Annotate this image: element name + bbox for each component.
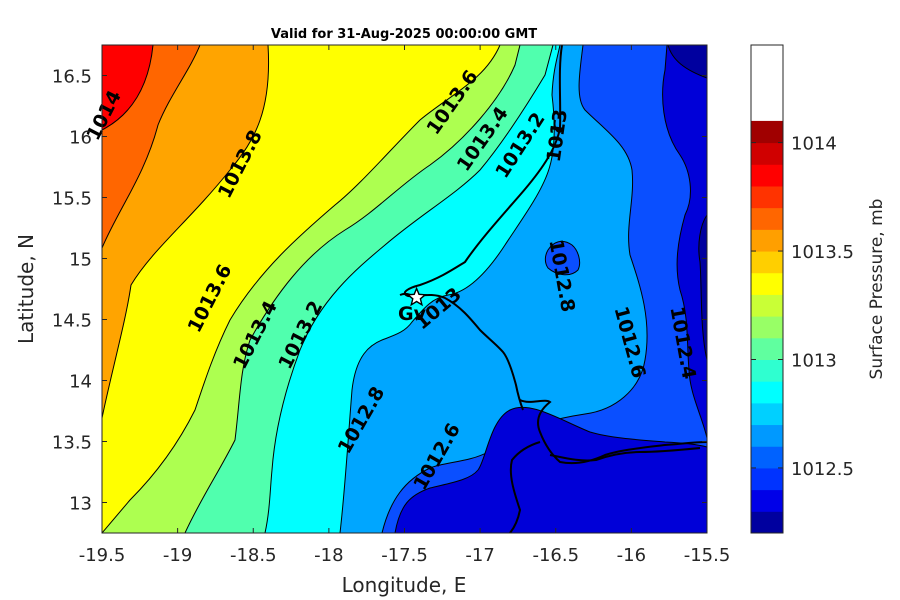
x-tick-label: -16.5 (532, 545, 579, 566)
chart-title: Valid for 31-Aug-2025 00:00:00 GMT (271, 27, 537, 42)
coastline-casamance (509, 441, 541, 533)
x-axis: -19.5 -19 -18.5 -18 -17.5 -17 -16.5 -16 -15.5 (79, 45, 731, 566)
y-tick-label: 13 (69, 494, 92, 515)
colorbar: 1014 1013.5 1013 1012.5 (750, 44, 854, 534)
colorbar-segment (751, 272, 783, 295)
pressure-band-1012-6-blob (544, 240, 581, 276)
x-tick-label: -17 (465, 545, 494, 566)
colorbar-segment (751, 229, 783, 252)
pressure-band-1012-4 (662, 45, 707, 533)
colorbar-segment (751, 446, 783, 469)
y-tick-label: 15.5 (52, 189, 92, 210)
colorbar-segment (751, 185, 783, 209)
colorbar-segment (751, 142, 783, 165)
colorbar-segment (751, 489, 783, 512)
star-icon (406, 286, 427, 307)
y-tick-label: 13.5 (52, 433, 92, 454)
colorbar-segment (751, 316, 783, 339)
y-tick-label: 14.5 (52, 311, 92, 332)
pressure-band-1012-6 (381, 45, 707, 533)
y-tick-label: 16.5 (52, 67, 92, 88)
colorbar-segment (751, 337, 783, 360)
colorbar-segment (751, 424, 783, 447)
colorbar-tick-label: 1013 (791, 350, 837, 371)
colorbar-segment (751, 164, 783, 187)
x-tick-label: -19.5 (79, 545, 126, 566)
coastline-north-river (553, 119, 564, 133)
y-tick-label: 16 (69, 128, 92, 149)
x-tick-label: -16 (617, 545, 646, 566)
y-axis-label: Latitude, N (14, 234, 38, 344)
station-label: Gv (398, 303, 427, 325)
x-tick-label: -15.5 (684, 545, 731, 566)
colorbar-segment (751, 207, 783, 230)
colorbar-segment (751, 359, 783, 382)
colorbar-segment (751, 402, 783, 426)
colorbar-segment (751, 467, 783, 491)
x-tick-label: -19 (163, 545, 192, 566)
x-tick-label: -18.5 (230, 545, 277, 566)
colorbar-tick-label: 1014 (791, 134, 837, 155)
colorbar-segment (751, 251, 783, 274)
colorbar-frame (750, 44, 784, 534)
colorbar-tick-label: 1013.5 (791, 242, 854, 263)
pressure-contour-field (102, 45, 707, 533)
y-tick-label: 15 (69, 250, 92, 271)
pressure-band-1012-2 (667, 45, 707, 361)
x-tick-label: -18 (314, 545, 343, 566)
colorbar-tick-label: 1012.5 (791, 459, 854, 480)
colorbar-segment (751, 120, 783, 144)
colorbar-segment (751, 294, 783, 317)
coastline-senegal-south (519, 399, 707, 465)
coastline (399, 45, 707, 533)
colorbar-label: Surface Pressure, mb (867, 199, 887, 380)
colorbar-segment (751, 511, 783, 534)
y-axis: 16.5 16 15.5 15 14.5 14 13.5 13 (52, 67, 707, 515)
station-marker: Gv (398, 286, 427, 325)
y-tick-label: 14 (69, 372, 92, 393)
x-axis-label: Longitude, E (342, 573, 467, 597)
colorbar-segment (751, 381, 783, 404)
pressure-band-1012-4-coast (394, 406, 707, 533)
coastline-gambia (549, 447, 701, 462)
x-tick-label: -17.5 (381, 545, 428, 566)
